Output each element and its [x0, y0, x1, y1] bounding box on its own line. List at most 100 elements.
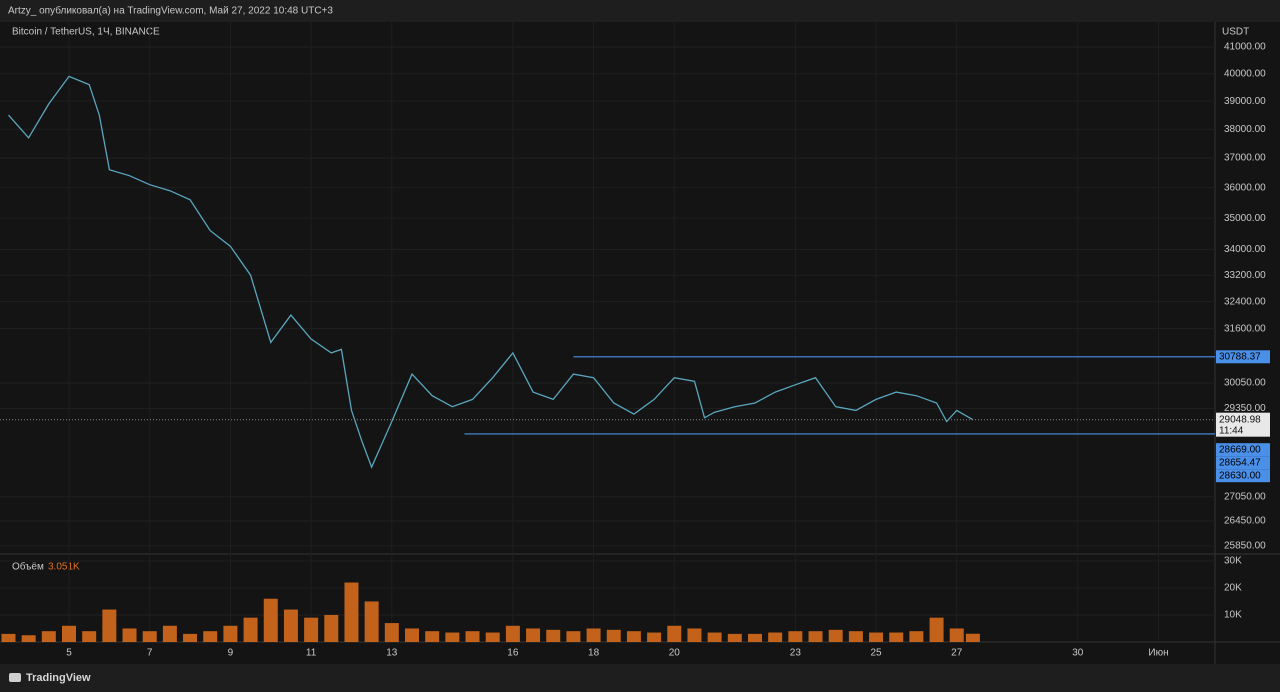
volume-bar — [445, 632, 460, 642]
volume-bar — [425, 631, 440, 642]
x-tick-label: Июн — [1148, 648, 1168, 659]
volume-bar — [586, 628, 601, 642]
price-tag-label: 28669.00 — [1219, 444, 1261, 455]
volume-bar — [526, 628, 541, 642]
y-tick-label: 27050.00 — [1224, 491, 1266, 502]
volume-bar — [626, 631, 641, 642]
volume-title: Объём — [12, 561, 44, 573]
price-tag — [1216, 350, 1270, 364]
y-tick-label: 10K — [1224, 610, 1242, 621]
volume-bar — [1, 633, 16, 642]
y-tick-label: 40000.00 — [1224, 68, 1266, 79]
volume-bar — [384, 623, 399, 642]
volume-bar — [344, 582, 359, 642]
volume-bar — [122, 628, 137, 642]
volume-bar — [768, 632, 783, 642]
y-tick-label: 39000.00 — [1224, 96, 1266, 107]
header-bar — [0, 0, 1280, 22]
volume-bar — [889, 632, 904, 642]
logo — [9, 673, 21, 682]
x-tick-label: 5 — [66, 648, 72, 659]
volume-bar — [162, 625, 177, 642]
x-tick-label: 18 — [588, 648, 600, 659]
volume-bar — [183, 633, 198, 642]
volume-bar — [566, 631, 581, 642]
y-tick-label: 37000.00 — [1224, 153, 1266, 164]
x-tick-label: 9 — [228, 648, 234, 659]
y-tick-label: 29350.00 — [1224, 403, 1266, 414]
volume-bar — [606, 629, 621, 642]
volume-bar — [203, 631, 218, 642]
volume-bar — [364, 601, 379, 642]
current-price-tag — [1216, 412, 1270, 437]
x-tick-label: 27 — [951, 648, 963, 659]
volume-bar — [324, 614, 339, 642]
volume-bar — [283, 609, 298, 642]
price-tag — [1216, 443, 1270, 457]
x-tick-label: 13 — [386, 648, 398, 659]
volume-bar — [404, 628, 419, 642]
price-tag-label: 30788.37 — [1219, 351, 1261, 362]
volume-bar — [667, 625, 682, 642]
volume-bar — [909, 631, 924, 642]
header-text: Artzy_ опубликовал(а) на TradingView.com… — [8, 5, 333, 17]
volume-bar — [546, 629, 561, 642]
unit-label: USDT — [1222, 27, 1249, 38]
volume-bar — [142, 631, 157, 642]
chart-title: Bitcoin / TetherUS, 1Ч, BINANCE — [12, 27, 160, 38]
y-tick-label: 33200.00 — [1224, 270, 1266, 281]
volume-bar — [828, 629, 843, 642]
price-tag — [1216, 469, 1270, 483]
volume-bar — [808, 631, 823, 642]
y-tick-label: 31600.00 — [1224, 323, 1266, 334]
price-tag-label: 28630.00 — [1219, 470, 1261, 481]
y-tick-label: 38000.00 — [1224, 124, 1266, 135]
volume-bar — [707, 632, 722, 642]
x-tick-label: 7 — [147, 648, 153, 659]
volume-bar — [102, 609, 117, 642]
x-tick-label: 16 — [507, 648, 519, 659]
y-tick-label: 30K — [1224, 556, 1242, 567]
price-tag-label: 28654.47 — [1219, 457, 1261, 468]
y-tick-label: 32400.00 — [1224, 296, 1266, 307]
y-tick-label: 25850.00 — [1224, 541, 1266, 552]
volume-bar — [788, 631, 803, 642]
x-tick-label: 23 — [790, 648, 802, 659]
grid — [0, 22, 1215, 642]
volume-bar — [82, 631, 97, 642]
y-tick-label: 20K — [1224, 583, 1242, 594]
volume-bar — [727, 633, 742, 642]
volume-current: 3.051K — [48, 562, 80, 573]
countdown-label: 11:44 — [1219, 425, 1244, 436]
volume-bar — [848, 631, 863, 642]
volume-bar — [869, 632, 884, 642]
y-tick-label: 36000.00 — [1224, 182, 1266, 193]
volume-bar — [747, 633, 762, 642]
volume-bar — [647, 632, 662, 642]
volume-bar — [965, 633, 980, 642]
x-tick-label: 30 — [1072, 648, 1084, 659]
volume-bar — [263, 598, 278, 642]
volume-bar — [485, 632, 500, 642]
volume-bar — [62, 625, 77, 642]
volume-bar — [21, 635, 36, 642]
x-tick-label: 11 — [306, 648, 317, 659]
price-tag — [1216, 456, 1270, 470]
volume-bar — [243, 617, 258, 642]
price-line — [8, 75, 974, 469]
volume-bar — [929, 617, 944, 642]
y-tick-label: 26450.00 — [1224, 516, 1266, 527]
volume-bar — [505, 625, 520, 642]
y-tick-label: 41000.00 — [1224, 42, 1266, 53]
volume-bar — [223, 625, 238, 642]
volume-bar — [949, 628, 964, 642]
footer-bar — [0, 664, 1280, 692]
volume-bar — [687, 628, 702, 642]
volume-bar — [465, 631, 480, 642]
volume-bar — [304, 617, 319, 642]
volume-bar — [41, 631, 56, 642]
x-tick-label: 25 — [870, 648, 882, 659]
y-tick-label: 35000.00 — [1224, 213, 1266, 224]
